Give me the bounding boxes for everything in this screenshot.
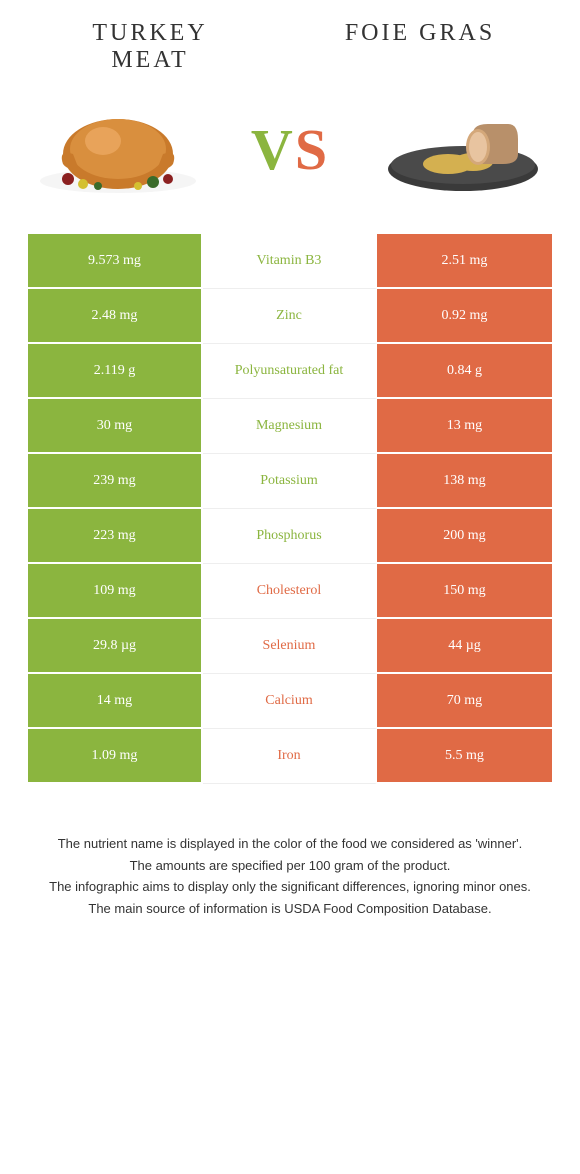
nutrient-label: Selenium	[203, 619, 377, 674]
nutrient-row: 239 mgPotassium138 mg	[28, 454, 552, 509]
left-value: 14 mg	[28, 674, 203, 729]
foie-gras-image	[375, 94, 550, 204]
nutrient-row: 1.09 mgIron5.5 mg	[28, 729, 552, 784]
footer-line: The nutrient name is displayed in the co…	[40, 834, 540, 854]
footer-notes: The nutrient name is displayed in the co…	[0, 784, 580, 918]
nutrient-label: Magnesium	[203, 399, 377, 454]
right-value: 2.51 mg	[377, 234, 552, 289]
left-value: 223 mg	[28, 509, 203, 564]
left-value: 1.09 mg	[28, 729, 203, 784]
right-value: 0.84 g	[377, 344, 552, 399]
right-value: 44 µg	[377, 619, 552, 674]
nutrient-label: Calcium	[203, 674, 377, 729]
right-value: 0.92 mg	[377, 289, 552, 344]
vs-v: V	[251, 117, 295, 182]
right-value: 200 mg	[377, 509, 552, 564]
vs-label: VS	[251, 116, 329, 183]
left-value: 30 mg	[28, 399, 203, 454]
nutrient-row: 223 mgPhosphorus200 mg	[28, 509, 552, 564]
nutrient-label: Potassium	[203, 454, 377, 509]
right-value: 150 mg	[377, 564, 552, 619]
nutrient-label: Polyunsaturated fat	[203, 344, 377, 399]
nutrient-row: 14 mgCalcium70 mg	[28, 674, 552, 729]
nutrient-row: 9.573 mgVitamin B32.51 mg	[28, 234, 552, 289]
nutrient-label: Zinc	[203, 289, 377, 344]
nutrient-label: Iron	[203, 729, 377, 784]
images-row: VS	[0, 84, 580, 234]
left-value: 2.119 g	[28, 344, 203, 399]
left-value: 29.8 µg	[28, 619, 203, 674]
nutrient-row: 29.8 µgSelenium44 µg	[28, 619, 552, 674]
left-value: 2.48 mg	[28, 289, 203, 344]
left-value: 239 mg	[28, 454, 203, 509]
turkey-image	[30, 94, 205, 204]
right-value: 13 mg	[377, 399, 552, 454]
right-value: 70 mg	[377, 674, 552, 729]
nutrient-label: Vitamin B3	[203, 234, 377, 289]
nutrient-row: 109 mgCholesterol150 mg	[28, 564, 552, 619]
right-food-title: FOIE GRAS	[320, 20, 520, 74]
nutrient-table: 9.573 mgVitamin B32.51 mg2.48 mgZinc0.92…	[28, 234, 552, 784]
footer-line: The infographic aims to display only the…	[40, 877, 540, 897]
left-value: 109 mg	[28, 564, 203, 619]
nutrient-label: Phosphorus	[203, 509, 377, 564]
nutrient-row: 30 mgMagnesium13 mg	[28, 399, 552, 454]
nutrient-row: 2.119 gPolyunsaturated fat0.84 g	[28, 344, 552, 399]
right-value: 5.5 mg	[377, 729, 552, 784]
footer-line: The amounts are specified per 100 gram o…	[40, 856, 540, 876]
left-value: 9.573 mg	[28, 234, 203, 289]
header: TURKEYMEAT FOIE GRAS	[0, 0, 580, 84]
right-value: 138 mg	[377, 454, 552, 509]
left-food-title: TURKEYMEAT	[60, 20, 240, 74]
vs-s: S	[295, 117, 329, 182]
nutrient-row: 2.48 mgZinc0.92 mg	[28, 289, 552, 344]
footer-line: The main source of information is USDA F…	[40, 899, 540, 919]
nutrient-label: Cholesterol	[203, 564, 377, 619]
